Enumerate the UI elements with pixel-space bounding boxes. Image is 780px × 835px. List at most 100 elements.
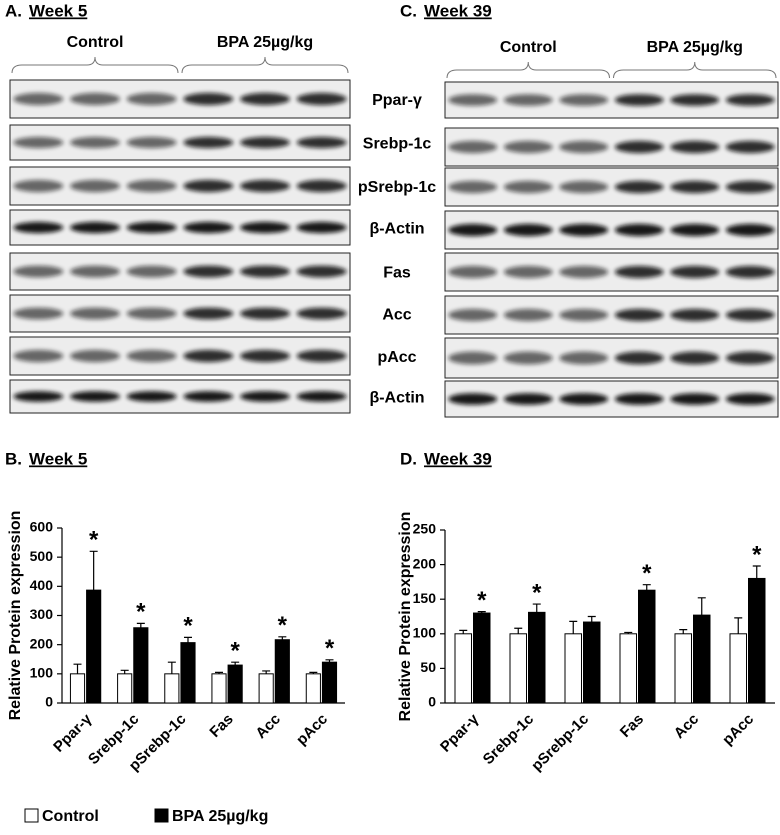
blot-band (670, 351, 720, 365)
blot-band (183, 221, 234, 234)
blot-strip (9, 79, 351, 119)
panel-letter: B. (5, 449, 22, 468)
blot-band (126, 391, 177, 402)
blot-band (448, 308, 498, 322)
blot-band (13, 265, 64, 278)
error-bar (532, 603, 541, 613)
panel-title: Week 5 (29, 1, 87, 20)
blot-band (13, 92, 64, 106)
y-axis-label: Relative Protein expression (397, 512, 414, 722)
bar (86, 589, 102, 704)
blot-band (503, 94, 553, 106)
group-label: Control (500, 39, 557, 56)
bar (509, 633, 527, 704)
bar (693, 614, 711, 704)
panel-letter: A. (5, 1, 22, 20)
x-tick-label: Acc (671, 711, 702, 742)
bar (258, 673, 274, 704)
blot-band (13, 349, 64, 363)
blot-band (126, 221, 177, 234)
blot-band (296, 349, 347, 363)
error-bar (642, 584, 651, 591)
protein-label: β-Actin (369, 221, 424, 238)
bar (227, 664, 243, 704)
blot-band (240, 265, 290, 278)
blot-band (70, 136, 120, 149)
group-label: Control (67, 34, 124, 51)
blot-band (13, 391, 64, 402)
significance-mark: * (89, 527, 99, 554)
panel-letter: D. (400, 449, 417, 468)
blot-band (725, 351, 775, 365)
bar (473, 612, 491, 704)
blot-band (725, 265, 775, 279)
legend-swatch (154, 808, 169, 823)
blot-band (70, 92, 120, 106)
blot-band (559, 393, 609, 405)
significance-mark: * (325, 635, 335, 662)
blot-band (296, 136, 347, 149)
blot-band (70, 265, 120, 278)
blot-band (126, 349, 177, 363)
blot-band (296, 92, 347, 106)
error-bar (183, 636, 192, 643)
blot-band (559, 223, 609, 237)
blot-band (614, 223, 664, 237)
blot-strip (9, 252, 351, 291)
y-axis-label: Relative Protein expression (7, 511, 24, 721)
blot-band (296, 391, 347, 402)
blot-band (614, 140, 664, 154)
chart-title: Week 5 (29, 449, 87, 468)
group-label: BPA 25µg/kg (217, 34, 313, 51)
y-tick-label: 0 (428, 694, 436, 710)
blot-strip (9, 209, 351, 246)
blot-band (614, 180, 664, 194)
blot-band (503, 223, 553, 237)
blot-band (503, 393, 553, 405)
group-brace (11, 56, 179, 74)
legend-swatch (24, 808, 39, 823)
blot-band (70, 391, 120, 402)
error-bar (278, 636, 287, 640)
bar (748, 577, 766, 704)
y-tick-label: 300 (30, 606, 54, 622)
x-tick-label: Fas (617, 711, 647, 741)
bar (638, 589, 656, 704)
blot-band (670, 393, 720, 405)
blot-band (614, 308, 664, 322)
blot-band (183, 136, 234, 149)
blot-band (670, 94, 720, 106)
x-tick-label: pAcc (719, 711, 757, 749)
blot-band (448, 94, 498, 106)
significance-mark: * (183, 613, 193, 640)
bar (305, 673, 321, 704)
blot-band (296, 221, 347, 234)
panel-title: Week 39 (424, 1, 492, 20)
error-bar (309, 671, 318, 674)
blot-band (503, 180, 553, 194)
blot-band (670, 180, 720, 194)
bar (274, 639, 290, 704)
blot-band (725, 180, 775, 194)
blot-band (183, 349, 234, 363)
error-bar (215, 671, 224, 674)
bar (729, 633, 747, 704)
error-bar (136, 622, 145, 628)
blot-strip (444, 337, 779, 379)
blot-strip (9, 124, 351, 161)
error-bar (262, 670, 271, 674)
blot-strip (444, 295, 779, 335)
blot-band (13, 179, 64, 193)
error-bar (752, 565, 761, 579)
y-tick-label: 200 (30, 635, 54, 651)
blot-band (70, 307, 120, 320)
protein-label: pSrebp-1c (358, 179, 436, 196)
blot-strip (444, 167, 779, 207)
blot-band (614, 351, 664, 365)
blot-band (183, 265, 234, 278)
blot-band (670, 265, 720, 279)
x-tick-label: Ppar-γ (50, 710, 95, 755)
bar (164, 673, 180, 704)
blot-band (126, 136, 177, 149)
